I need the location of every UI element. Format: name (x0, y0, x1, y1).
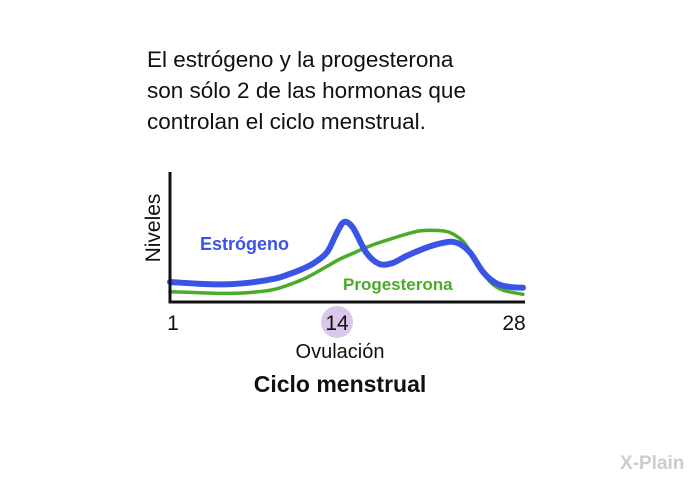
estrogen-label: Estrógeno (200, 234, 289, 254)
x-tick-label: 1 (167, 312, 179, 335)
intro-line-3: controlan el ciclo menstrual. (147, 109, 426, 134)
ovulation-highlight (321, 306, 353, 338)
intro-line-2: son sólo 2 de las hormonas que (147, 78, 466, 103)
x-plain-logo: X-Plain (620, 453, 684, 474)
svg-text:X-Plain: X-Plain (620, 453, 684, 474)
intro-text: El estrógeno y la progesterona son sólo … (147, 44, 567, 137)
estrogen-line (167, 218, 526, 291)
x-axis-label: Ovulación (296, 341, 385, 363)
progesterone-label: Progesterona (343, 275, 453, 294)
x-tick-label-ovulation: 14 (325, 312, 349, 335)
intro-line-1: El estrógeno y la progesterona (147, 47, 454, 72)
chart-title: Ciclo menstrual (254, 371, 427, 397)
y-axis-label: Niveles (142, 194, 165, 263)
x-tick-label: 28 (502, 312, 525, 335)
